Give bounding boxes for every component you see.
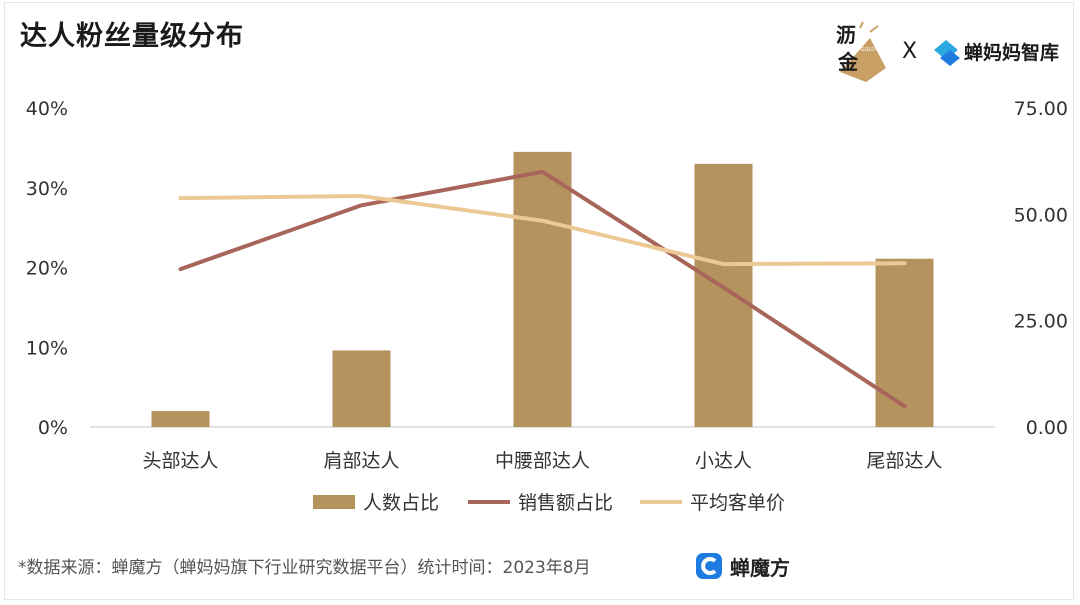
- logo-char-top: 沥: [836, 23, 856, 47]
- page-title: 达人粉丝量级分布: [20, 21, 244, 52]
- brand-logos: 沥 金 FINDING GOLD X 蝉妈妈智库: [836, 21, 1059, 82]
- gold-nugget-icon: [840, 38, 886, 82]
- right-tick-label: 50.00: [1014, 204, 1068, 226]
- legend-label: 销售额占比: [518, 492, 613, 514]
- left-tick-label: 30%: [26, 178, 68, 200]
- left-axis: 0% 10% 20% 30% 40%: [26, 98, 68, 439]
- avg-price-line: [178, 194, 907, 267]
- right-tick-label: 0.00: [1026, 417, 1068, 439]
- chanmofang-logo-icon: [696, 553, 722, 579]
- bar: [151, 411, 210, 427]
- logo-tagline: FINDING GOLD: [838, 47, 875, 53]
- right-tick-label: 75.00: [1014, 98, 1068, 120]
- left-tick-label: 0%: [38, 417, 68, 439]
- footer-brand-text: 蝉魔方: [730, 555, 790, 580]
- logo-chanmama-text: 蝉妈妈智库: [964, 41, 1059, 64]
- bar: [513, 151, 572, 428]
- bar: [875, 258, 934, 427]
- bar-series: [151, 151, 934, 428]
- right-axis: 0.00 25.00 50.00 75.00: [1014, 98, 1068, 439]
- left-tick-label: 10%: [26, 337, 68, 359]
- legend-swatch: [313, 495, 355, 509]
- bar: [332, 350, 391, 427]
- legend-label: 人数占比: [363, 492, 439, 514]
- legend-label: 平均客单价: [690, 492, 785, 514]
- sales-share-line: [178, 169, 907, 409]
- chanmama-logo-icon: [934, 40, 960, 66]
- source-note: *数据来源：蝉魔方（蝉妈妈旗下行业研究数据平台）统计时间：2023年8月: [18, 558, 591, 578]
- x-tick-label: 肩部达人: [323, 450, 399, 472]
- chart-frame: [4, 2, 1074, 600]
- left-tick-label: 40%: [26, 98, 68, 120]
- x-axis-labels: 头部达人 肩部达人 中腰部达人 小达人 尾部达人: [142, 450, 942, 472]
- legend: 人数占比 销售额占比 平均客单价: [313, 492, 785, 514]
- sparkle-icon: [859, 21, 864, 29]
- x-tick-label: 尾部达人: [866, 450, 942, 472]
- left-tick-label: 20%: [26, 258, 68, 280]
- line-series: [178, 169, 907, 409]
- x-tick-label: 中腰部达人: [495, 450, 590, 472]
- right-tick-label: 25.00: [1014, 311, 1068, 333]
- x-tick-label: 小达人: [695, 450, 752, 472]
- x-tick-label: 头部达人: [142, 450, 218, 472]
- footer-brand: 蝉魔方: [694, 550, 790, 582]
- bar: [694, 163, 753, 427]
- logo-separator: X: [902, 39, 917, 64]
- logo-char-bottom: 金: [837, 50, 859, 74]
